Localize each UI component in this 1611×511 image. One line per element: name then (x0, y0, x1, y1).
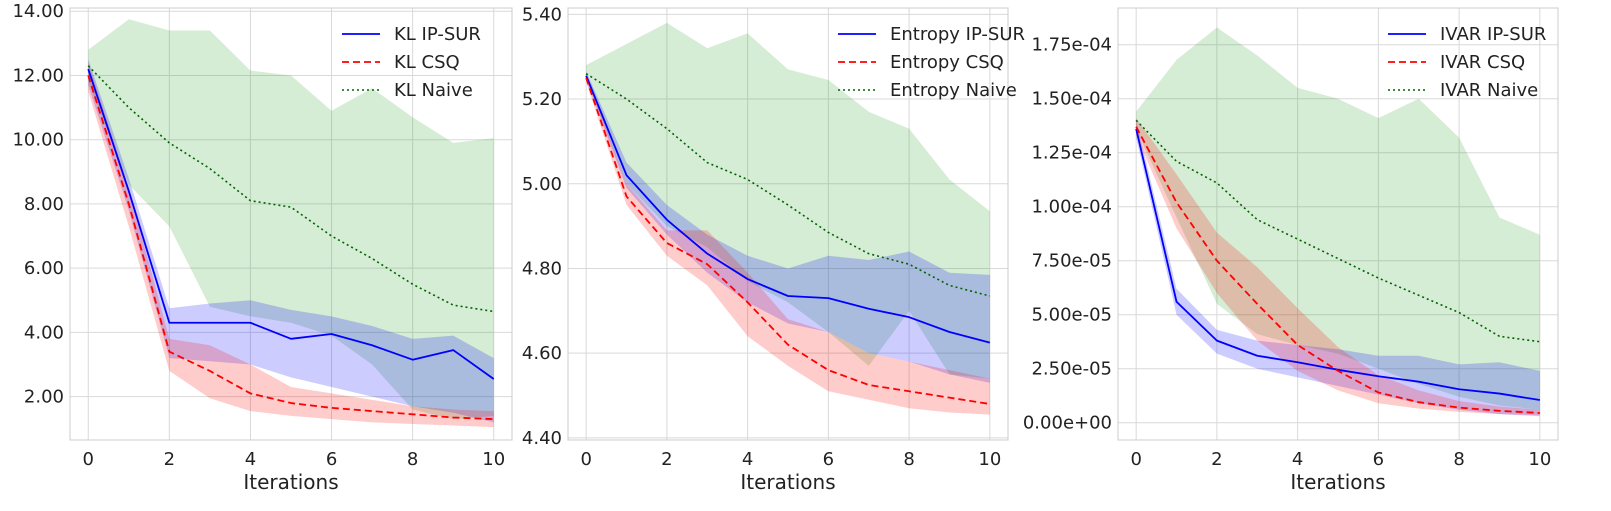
x-axis-title: Iterations (1290, 470, 1385, 494)
series-line-entropy-1 (585, 77, 990, 405)
x-tick-label: 4 (1292, 449, 1303, 470)
series-line-ivar-1 (1135, 126, 1540, 414)
confidence-band-ivar-1 (1136, 118, 1540, 416)
x-tick-label: 6 (326, 449, 337, 470)
y-tick-label: 4.00 (24, 322, 64, 343)
x-tick-label: 10 (482, 449, 505, 470)
x-tick-label: 8 (1453, 449, 1464, 470)
confidence-band-ivar-2 (1136, 27, 1540, 410)
series-line-ivar-2 (1135, 119, 1540, 343)
y-tick-label: 4.40 (522, 428, 562, 449)
confidence-band-entropy-2 (586, 22, 990, 379)
chart-panel-ivar: 0 2 4 6 8 10 0.00e+00 2.50e-05 5.00e-05 7.50e-05 1… (1023, 7, 1559, 494)
y-tick-label: 1.25e-04 (1031, 143, 1112, 164)
plot-frame-ivar (1117, 7, 1559, 441)
x-tick-label: 4 (742, 449, 753, 470)
x-tick-label: 10 (978, 449, 1001, 470)
confidence-band-entropy-0 (586, 71, 990, 383)
chart-panel-kl: 0 2 4 6 8 10 2.00 4.00 6.00 8.00 10.00 12.00 14.00 It… (12, 1, 513, 494)
series-line-kl-1 (87, 75, 494, 421)
y-tick-label: 2.00 (24, 387, 64, 408)
legend-label: KL IP-SUR (394, 24, 481, 45)
y-tick-label: 5.00e-05 (1031, 305, 1112, 326)
x-tick-label: 4 (245, 449, 256, 470)
x-tick-label: 0 (83, 449, 94, 470)
chart-panel-entropy: 0 2 4 6 8 10 4.40 4.60 4.80 5.00 5.20 5.40 Iteration… (522, 4, 1025, 494)
y-tick-label: 7.50e-05 (1031, 251, 1112, 272)
legend-label: Entropy Naive (890, 80, 1017, 101)
y-tick-label: 1.50e-04 (1031, 89, 1112, 110)
plot-frame-kl (69, 7, 513, 441)
x-tick-label: 0 (580, 449, 591, 470)
x-tick-label: 2 (164, 449, 175, 470)
y-tick-label: 10.00 (12, 130, 64, 151)
confidence-band-entropy-1 (586, 73, 990, 415)
legend-ivar: IVAR IP-SUR IVAR CSQ IVAR Naive (1388, 24, 1546, 101)
y-tick-label: 2.50e-05 (1031, 359, 1112, 380)
confidence-band-ivar-0 (1136, 120, 1540, 417)
y-tick-label: 4.80 (522, 258, 562, 279)
legend-label: KL Naive (394, 80, 473, 101)
y-tick-label: 14.00 (12, 1, 64, 22)
legend-label: IVAR IP-SUR (1440, 24, 1546, 45)
y-tick-label: 8.00 (24, 194, 64, 215)
series-line-entropy-0 (585, 75, 991, 344)
y-tick-label: 1.75e-04 (1031, 35, 1112, 56)
y-tick-label: 5.40 (522, 4, 562, 25)
y-tick-label: 4.60 (522, 343, 562, 364)
y-tick-label: 12.00 (12, 65, 64, 86)
x-tick-label: 8 (407, 449, 418, 470)
x-tick-label: 2 (1211, 449, 1222, 470)
plot-area-kl (70, 8, 512, 440)
y-tick-label: 6.00 (24, 258, 64, 279)
y-tick-label: 5.00 (522, 174, 562, 195)
series-line-kl-0 (87, 68, 495, 380)
y-tick-label: 1.00e-04 (1031, 197, 1112, 218)
x-tick-label: 6 (1373, 449, 1384, 470)
legend-entropy: Entropy IP-SUR Entropy CSQ Entropy Naive (838, 24, 1025, 101)
series-line-ivar-0 (1135, 128, 1540, 401)
x-tick-label: 0 (1130, 449, 1141, 470)
series-line-entropy-2 (585, 72, 991, 297)
x-tick-label: 8 (903, 449, 914, 470)
x-tick-label: 2 (661, 449, 672, 470)
x-axis-title: Iterations (243, 470, 338, 494)
legend-label: IVAR Naive (1440, 80, 1538, 101)
legend-label: IVAR CSQ (1440, 52, 1525, 73)
y-tick-label: 5.20 (522, 89, 562, 110)
x-tick-label: 10 (1528, 449, 1551, 470)
legend-label: Entropy CSQ (890, 52, 1004, 73)
legend-kl: KL IP-SUR KL CSQ KL Naive (342, 24, 481, 101)
x-axis-title: Iterations (740, 470, 835, 494)
plot-frame-entropy (567, 7, 1009, 441)
confidence-band-kl-2 (88, 19, 494, 420)
y-tick-label: 0.00e+00 (1023, 413, 1112, 434)
confidence-band-kl-0 (88, 59, 494, 423)
legend-label: KL CSQ (394, 52, 460, 73)
x-tick-label: 6 (823, 449, 834, 470)
legend-label: Entropy IP-SUR (890, 24, 1025, 45)
plot-area-entropy (568, 8, 1008, 440)
